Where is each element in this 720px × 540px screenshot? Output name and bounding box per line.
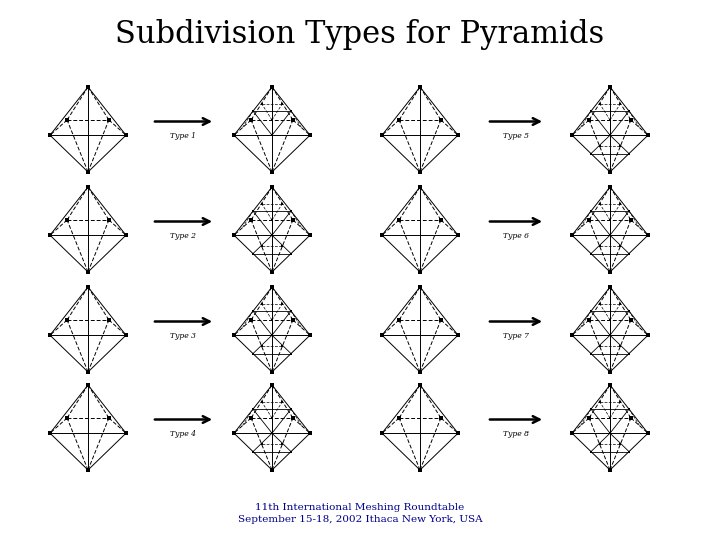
Text: Type 5: Type 5: [503, 132, 529, 139]
Text: Type 2: Type 2: [171, 232, 197, 240]
Text: 11th International Meshing Roundtable: 11th International Meshing Roundtable: [256, 503, 464, 512]
Text: Subdivision Types for Pyramids: Subdivision Types for Pyramids: [115, 19, 605, 51]
Text: September 15-18, 2002 Ithaca New York, USA: September 15-18, 2002 Ithaca New York, U…: [238, 516, 482, 524]
Text: Type 4: Type 4: [171, 429, 197, 437]
Text: Type 7: Type 7: [503, 332, 529, 340]
Text: Type 8: Type 8: [503, 429, 529, 437]
Text: Type 3: Type 3: [171, 332, 197, 340]
Text: Type 6: Type 6: [503, 232, 529, 240]
Text: Type 1: Type 1: [171, 132, 197, 139]
